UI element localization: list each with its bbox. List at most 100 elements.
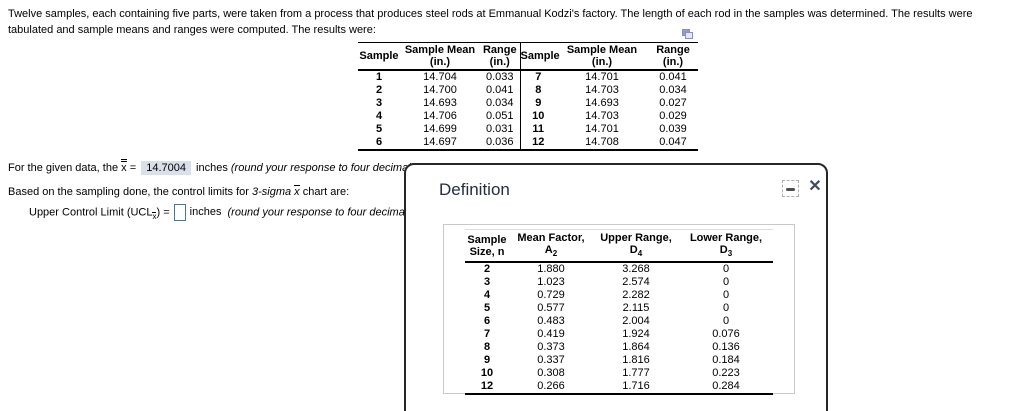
table-row: 7 0.419 1.924 0.076 [465, 328, 773, 341]
table-cell: 6 [483, 315, 491, 328]
table-cell: 0.483 [537, 315, 565, 328]
table-cell: 14.701 [585, 123, 619, 135]
table-row: 6 14.697 0.036 12 14.708 0.047 [358, 136, 698, 150]
table-row: 4 0.729 2.282 0 [465, 289, 773, 302]
table-cell: 0.039 [659, 123, 687, 135]
table-cell: 0.184 [712, 354, 740, 367]
table-row: 4 14.706 0.051 10 14.703 0.029 [358, 110, 698, 123]
ucl-label: Upper Control Limit (UCL [29, 206, 153, 219]
col-header-sample-size: Sample Size, n [467, 234, 507, 259]
table-cell: 0.373 [537, 341, 565, 354]
table-cell: 2 [483, 263, 491, 276]
table-cell: 3 [483, 276, 491, 289]
table-cell: 0.051 [485, 110, 514, 122]
col-header-mean-factor: Mean Factor, A2 [517, 232, 585, 259]
table-cell: 0.027 [659, 97, 687, 109]
table-cell: 0.076 [712, 328, 740, 341]
q3-rounding-note: (round your response to four decimal pla… [227, 206, 449, 219]
close-icon: ✕ [808, 178, 822, 195]
table-cell: 0.337 [537, 354, 565, 367]
col-header-sample-left: Sample [359, 50, 399, 62]
table-row: 1 14.704 0.033 7 14.701 0.041 [358, 70, 698, 84]
table-cell: 14.706 [423, 110, 457, 122]
table-cell: 12 [519, 136, 556, 150]
samples-table-header-row: Sample Sample Mean (in.) Range (in.) Sampl… [358, 42, 698, 70]
factors-table-frame: Sample Size, n Mean Factor, A2 Upper Range… [443, 224, 795, 396]
ucl-subscript-xbar: x [152, 212, 157, 222]
copy-icon-front-square [685, 32, 693, 39]
table-cell: 0.308 [537, 367, 565, 380]
x-bar-symbol: x [294, 185, 300, 198]
table-cell: 2 [375, 84, 383, 96]
table-cell: 1.864 [622, 341, 650, 354]
table-row: 5 14.699 0.031 11 14.701 0.039 [358, 123, 698, 136]
samples-table: Sample Sample Mean (in.) Range (in.) Sampl… [358, 42, 698, 151]
table-row: 5 0.577 2.115 0 [465, 302, 773, 315]
table-cell: 0.041 [485, 84, 514, 96]
table-cell: 8 [483, 341, 491, 354]
control-chart-factors-table: Sample Size, n Mean Factor, A2 Upper Range… [465, 229, 773, 396]
copy-icon[interactable] [682, 29, 694, 40]
table-cell: 0.033 [485, 71, 514, 83]
q2-prefix: Based on the sampling done, the control … [8, 186, 249, 198]
table-cell: 0.284 [712, 380, 740, 393]
ucl-close-paren: ) = [156, 206, 170, 219]
table-cell: 0.041 [659, 71, 687, 83]
col-header-upper-range: Upper Range, D4 [600, 232, 672, 259]
col-header-sample-right: Sample [519, 42, 560, 70]
table-cell: 14.700 [423, 84, 457, 96]
table-cell: 14.704 [423, 71, 457, 83]
table-cell: 12 [480, 380, 494, 393]
factors-table-body: 2 1.880 3.268 0 3 1.023 2.574 0 4 0.729 2.282 0 5 0.5… [465, 262, 773, 394]
table-cell: 2.115 [622, 302, 650, 315]
minimize-button[interactable] [782, 180, 799, 197]
table-cell: 2.282 [622, 289, 650, 302]
table-cell: 7 [483, 328, 491, 341]
q1-rounding-note: (round your response to four decimal pla… [230, 162, 453, 174]
table-cell: 2.004 [622, 315, 650, 328]
table-cell: 8 [519, 84, 556, 97]
table-row: 9 0.337 1.816 0.184 [465, 354, 773, 367]
col-header-mean-left: Sample Mean (in.) [404, 44, 476, 68]
table-cell: 0.729 [537, 289, 565, 302]
table-cell: 10 [480, 367, 494, 380]
q1-prefix: For the given data, the [8, 162, 119, 174]
table-cell: 0 [722, 315, 730, 328]
table-row: 6 0.483 2.004 0 [465, 315, 773, 328]
ucl-answer-input[interactable] [173, 204, 186, 221]
table-cell: 0.036 [485, 136, 514, 148]
table-cell: 5 [375, 123, 383, 135]
table-cell: 14.703 [585, 84, 619, 96]
question-ucl: Upper Control Limit (UCLx) = inches (roun… [29, 204, 449, 224]
table-cell: 4 [375, 110, 383, 122]
table-cell: 3.268 [622, 263, 650, 276]
q1-equals: = [129, 162, 137, 174]
col-header-range-left: Range (in.) [482, 44, 517, 68]
definition-dialog: Definition ✕ Sample Size, n Mean Factor, A… [404, 163, 828, 411]
table-cell: 1.023 [537, 276, 565, 289]
table-cell: 0 [722, 289, 730, 302]
table-cell: 10 [519, 110, 556, 123]
table-cell: 14.693 [423, 97, 457, 109]
samples-table-body: 1 14.704 0.033 7 14.701 0.041 2 14.700 0.041 8 14.… [358, 70, 698, 150]
table-cell: 2.574 [622, 276, 650, 289]
table-cell: 0.029 [659, 110, 687, 122]
q1-unit: inches [196, 162, 228, 174]
table-cell: 0.034 [485, 97, 514, 109]
table-cell: 0.223 [712, 367, 740, 380]
table-cell: 1.880 [537, 263, 565, 276]
table-row: 8 0.373 1.864 0.136 [465, 341, 773, 354]
table-cell: 0.031 [485, 123, 514, 135]
table-cell: 0.266 [537, 380, 565, 393]
table-cell: 14.699 [423, 123, 457, 135]
table-cell: 0.047 [659, 136, 687, 148]
table-cell: 1.924 [622, 328, 650, 341]
col-header-mean-right: Sample Mean (in.) [566, 44, 638, 68]
table-cell: 11 [519, 123, 556, 136]
table-cell: 1 [375, 71, 383, 83]
table-cell: 0.136 [712, 341, 740, 354]
table-row: 12 0.266 1.716 0.284 [465, 380, 773, 394]
close-button[interactable]: ✕ [805, 177, 825, 197]
col-header-lower-range: Lower Range, D3 [689, 232, 763, 259]
table-cell: 1.777 [622, 367, 650, 380]
